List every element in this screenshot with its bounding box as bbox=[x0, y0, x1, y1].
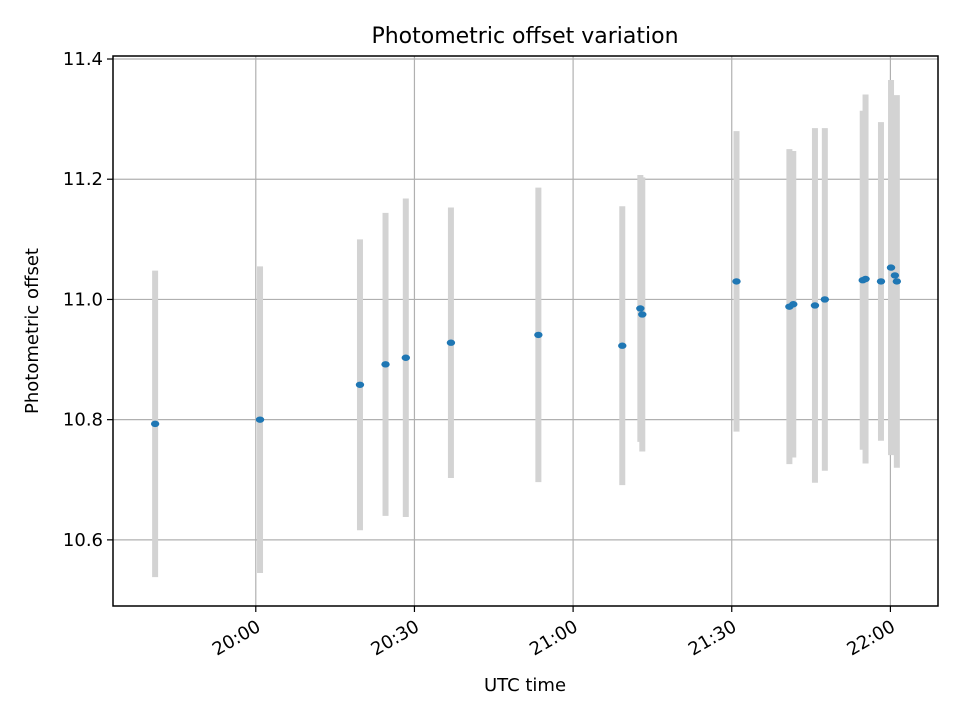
data-point bbox=[820, 296, 830, 303]
y-tick-label: 10.6 bbox=[63, 530, 103, 551]
data-point bbox=[618, 342, 627, 349]
data-point bbox=[446, 339, 456, 346]
data-points bbox=[150, 264, 902, 428]
data-point bbox=[789, 301, 798, 308]
y-tick-label: 11.0 bbox=[63, 289, 103, 310]
data-point bbox=[638, 311, 647, 318]
data-point bbox=[886, 264, 896, 271]
y-tick-label: 10.8 bbox=[63, 410, 103, 431]
data-point bbox=[810, 302, 820, 309]
data-point bbox=[355, 381, 365, 388]
plot-frame bbox=[112, 55, 939, 607]
x-axis-label: UTC time bbox=[484, 675, 566, 696]
data-point bbox=[732, 278, 741, 285]
data-point bbox=[150, 420, 160, 428]
y-tick-label: 11.2 bbox=[63, 169, 103, 190]
data-point bbox=[876, 278, 886, 285]
data-point bbox=[636, 305, 645, 312]
data-point bbox=[890, 272, 900, 279]
data-point bbox=[401, 354, 411, 361]
data-point bbox=[892, 278, 902, 285]
chart-title: Photometric offset variation bbox=[371, 24, 678, 49]
y-axis-label: Photometric offset bbox=[22, 248, 43, 414]
y-axis: 10.6 10.8 11.0 11.2 11.4 bbox=[63, 49, 113, 551]
data-point bbox=[381, 361, 390, 368]
data-point bbox=[534, 331, 543, 339]
data-point bbox=[861, 275, 870, 283]
data-point bbox=[255, 416, 265, 423]
y-tick-label: 11.4 bbox=[63, 49, 103, 70]
